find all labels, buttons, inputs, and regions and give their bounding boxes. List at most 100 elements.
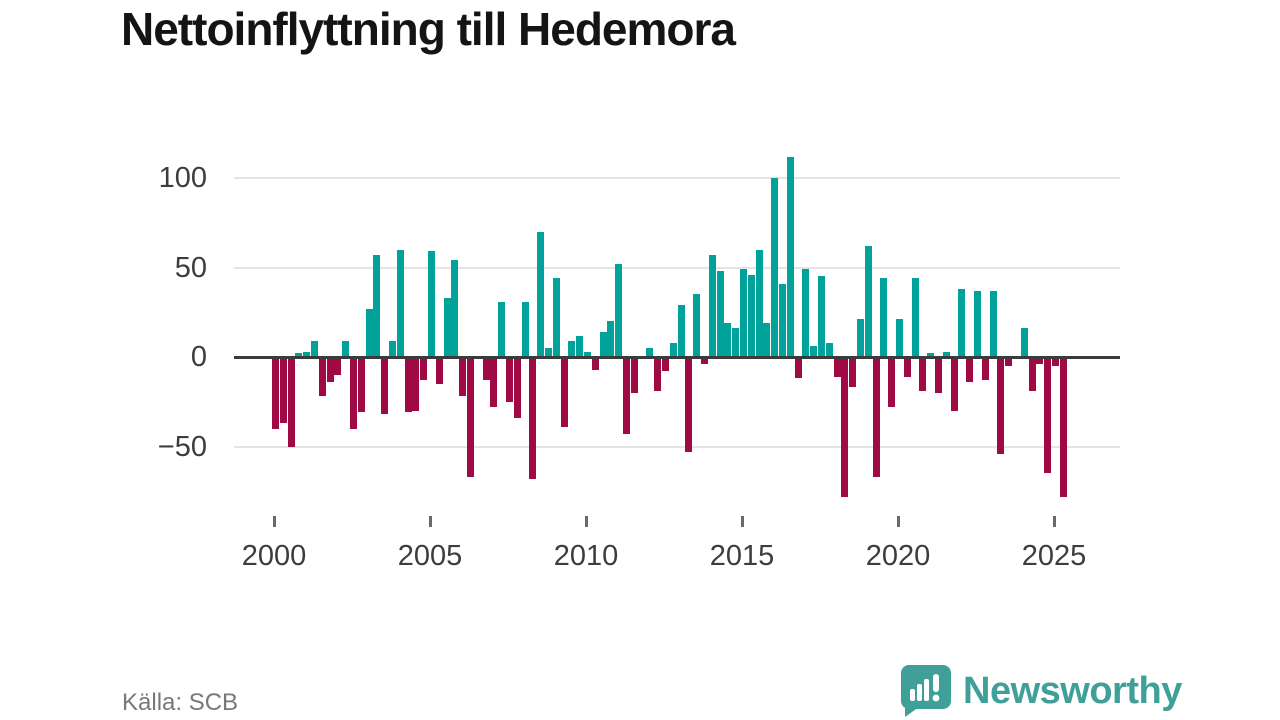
bar-positive (779, 283, 786, 357)
bar-positive (599, 331, 607, 357)
bar-negative (935, 357, 942, 393)
bar-positive (677, 305, 685, 357)
bar-negative (1044, 357, 1052, 474)
bar-positive (825, 342, 833, 357)
y-axis-label--50: −50 (157, 430, 207, 463)
bar-positive (342, 340, 350, 357)
bar-negative (287, 357, 295, 447)
bar-negative (482, 357, 490, 381)
bar-positive (396, 249, 404, 357)
bar-positive (295, 353, 303, 357)
bar-negative (1028, 357, 1036, 391)
net-migration-bar-chart: 100 50 0 −50 2000 2005 2010 2015 2020 2025 (157, 156, 1120, 572)
bar-positive (537, 231, 545, 357)
bar-positive (576, 335, 584, 357)
bar-negative (888, 357, 896, 408)
bar-negative (279, 357, 287, 424)
newsworthy-wordmark: Newsworthy (963, 669, 1182, 712)
bar-positive (607, 321, 615, 357)
bar-positive (989, 290, 997, 357)
bar-negative (849, 357, 857, 388)
source-label: Källa: SCB (122, 689, 239, 716)
bar-negative (1005, 357, 1013, 366)
bar-negative (833, 357, 841, 377)
page-title: Nettoinflyttning till Hedemora (121, 3, 736, 55)
newsworthy-logo: Newsworthy (897, 663, 1182, 719)
bar-negative (412, 357, 420, 411)
bar-negative (872, 357, 880, 477)
bar-positive (615, 263, 623, 357)
bar-positive (443, 297, 451, 357)
bar-negative (903, 357, 911, 377)
bar-positive (373, 254, 381, 357)
bar-negative (623, 357, 630, 434)
bar-negative (1036, 357, 1044, 365)
bar-positive (545, 348, 552, 357)
x-axis-tick-2015 (740, 516, 744, 527)
y-axis-label-100: 100 (158, 162, 207, 194)
bar-positive (708, 254, 716, 357)
bar-positive (880, 278, 888, 357)
bar-positive (974, 290, 981, 357)
x-axis-tick-2005 (428, 516, 432, 527)
gridline-100 (234, 177, 1120, 179)
bar-negative (794, 357, 802, 379)
bar-positive (802, 269, 810, 357)
bar-negative (591, 357, 599, 370)
zero-axis-line (234, 355, 1120, 359)
bar-negative (662, 357, 669, 372)
bar-positive (755, 249, 763, 357)
bar-positive (911, 278, 919, 357)
y-axis-label-0: 0 (190, 341, 207, 373)
bar-positive (857, 319, 864, 357)
x-axis-label-2025: 2025 (1021, 540, 1087, 572)
bar-positive (732, 328, 740, 357)
bar-negative (506, 357, 513, 402)
x-axis-label-2000: 2000 (241, 540, 307, 572)
bar-negative (1059, 357, 1067, 497)
newsworthy-logo-icon (897, 663, 953, 719)
x-axis-tick-2010 (584, 516, 588, 527)
bar-negative (685, 357, 693, 452)
bar-positive (818, 276, 825, 357)
bar-positive (1020, 328, 1028, 357)
bar-negative (318, 357, 326, 397)
bar-negative (334, 357, 342, 375)
bar-negative (841, 357, 849, 497)
bar-positive (498, 301, 506, 357)
gridline--50 (234, 445, 1120, 448)
bar-positive (810, 346, 818, 357)
bar-negative (701, 357, 708, 365)
bar-negative (357, 357, 365, 413)
bar-negative (350, 357, 357, 429)
bar-negative (435, 357, 443, 384)
bar-positive (584, 351, 591, 357)
bar-negative (966, 357, 974, 383)
bar-positive (365, 308, 373, 357)
bar-positive (927, 353, 935, 357)
bar-positive (724, 322, 732, 357)
bar-positive (646, 348, 654, 357)
bar-positive (771, 178, 779, 357)
y-axis-label-50: 50 (174, 251, 207, 284)
x-axis-tick-2020 (896, 516, 900, 527)
bar-negative (467, 357, 474, 477)
bar-negative (381, 357, 389, 415)
bar-negative (490, 357, 498, 408)
bar-positive (389, 340, 396, 357)
bar-negative (513, 357, 521, 418)
bar-positive (942, 351, 950, 357)
bar-positive (896, 319, 903, 357)
bar-positive (303, 351, 311, 357)
bar-negative (560, 357, 568, 427)
bar-negative (459, 357, 467, 397)
bar-negative (981, 357, 989, 381)
bar-negative (997, 357, 1005, 454)
bar-positive (521, 301, 529, 357)
bar-negative (326, 357, 334, 383)
bar-positive (747, 274, 755, 357)
x-axis-label-2005: 2005 (397, 540, 463, 572)
bar-negative (272, 357, 279, 429)
bar-positive (568, 340, 576, 357)
